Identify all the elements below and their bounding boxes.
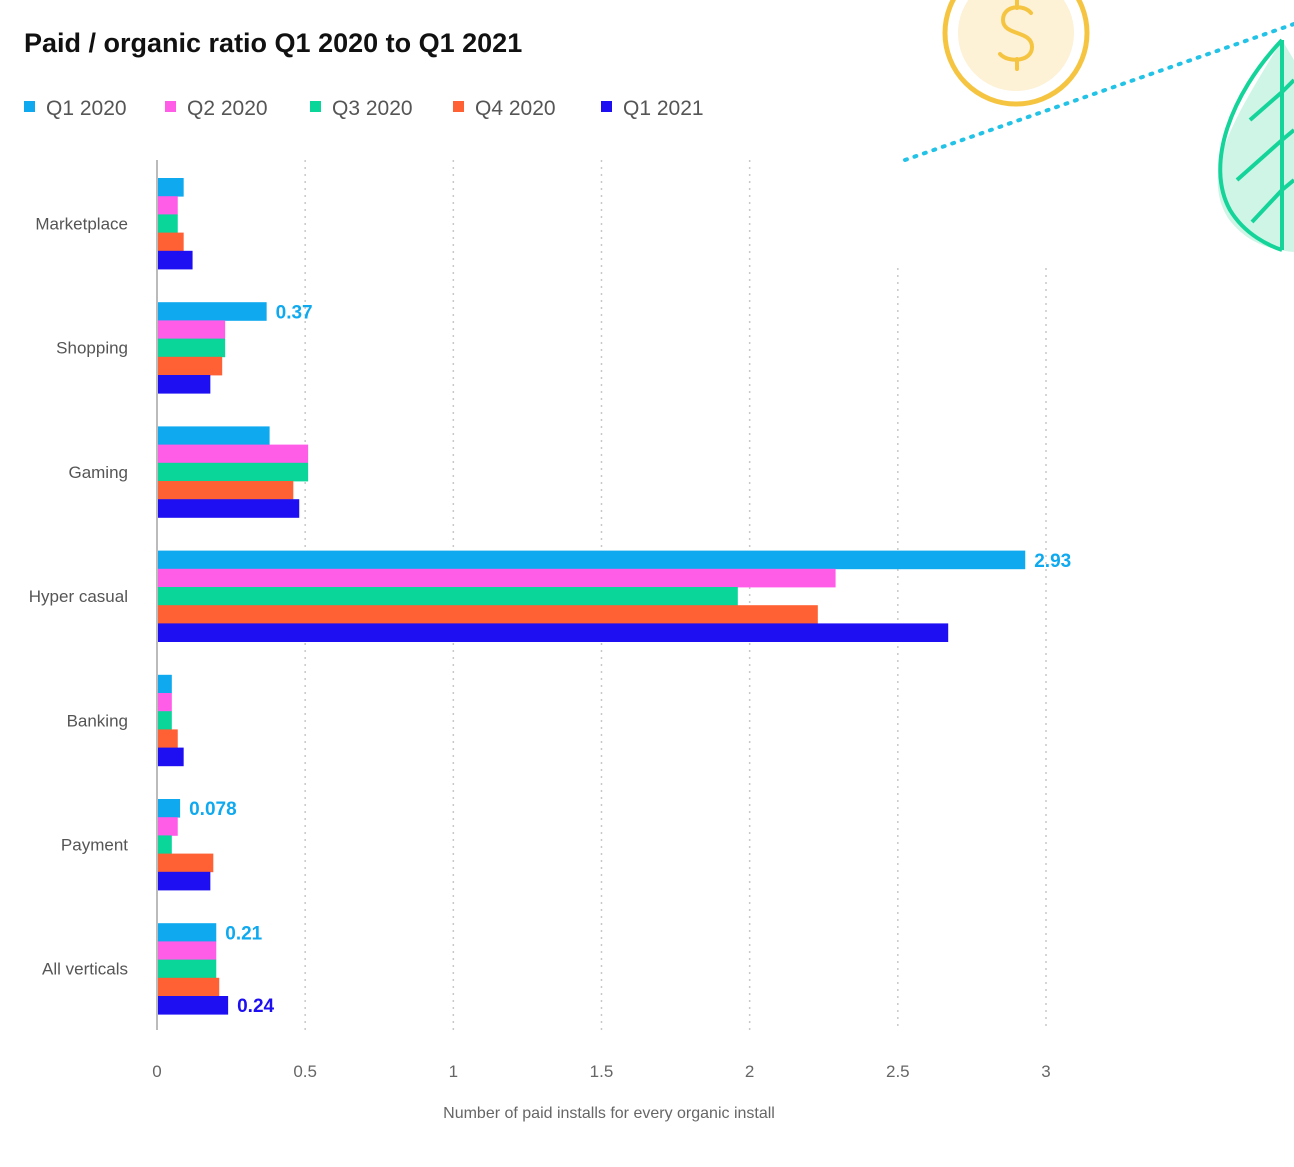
- bar-banking-q1-2021: [157, 747, 184, 767]
- bar-group-banking: [157, 674, 184, 767]
- bar-payment-q3-2020: [157, 835, 172, 854]
- bar-all-verticals-q1-2020: [157, 923, 217, 942]
- legend: Q1 2020 Q2 2020 Q3 2020 Q4 2020 Q1 2021: [24, 97, 704, 120]
- x-tick-2-5: 2.5: [886, 1062, 910, 1081]
- legend-item-q1-2020: Q1 2020: [24, 97, 127, 120]
- leaf-icon: [1217, 38, 1294, 252]
- bar-gaming-q3-2020: [157, 462, 309, 482]
- legend-label: Q1 2020: [46, 97, 127, 120]
- category-label-gaming: Gaming: [68, 463, 128, 482]
- bar-payment-q1-2021: [157, 871, 211, 891]
- x-tick-0: 0: [152, 1062, 161, 1081]
- category-label-hyper-casual: Hyper casual: [29, 587, 128, 606]
- bar-hyper-casual-q2-2020: [157, 568, 836, 588]
- data-label-payment-q1-2020: 0.078: [189, 799, 237, 820]
- legend-item-q4-2020: Q4 2020: [453, 97, 556, 120]
- category-labels: Marketplace Shopping Gaming Hyper casual Ban…: [29, 215, 128, 979]
- legend-swatch: [165, 101, 176, 112]
- x-axis-title: Number of paid installs for every organi…: [443, 1105, 775, 1122]
- legend-item-q3-2020: Q3 2020: [310, 97, 413, 120]
- bar-group-marketplace: [157, 178, 193, 270]
- bar-all-verticals-q3-2020: [157, 959, 217, 979]
- bar-marketplace-q1-2020: [157, 178, 184, 197]
- bar-hyper-casual-q1-2020: [157, 550, 1026, 570]
- legend-label: Q3 2020: [332, 97, 413, 120]
- category-label-all-verticals: All verticals: [42, 960, 128, 979]
- bar-marketplace-q3-2020: [157, 214, 178, 233]
- legend-swatch: [310, 101, 321, 112]
- x-tick-labels: 0 0.5 1 1.5 2 2.5 3: [152, 1062, 1050, 1081]
- bar-group-shopping: [157, 302, 267, 394]
- bar-payment-q4-2020: [157, 853, 214, 873]
- bar-all-verticals-q1-2021: [157, 996, 229, 1015]
- bar-group-all-verticals: [157, 923, 229, 1015]
- bar-shopping-q1-2020: [157, 302, 267, 321]
- bar-banking-q3-2020: [157, 711, 172, 730]
- bar-group-gaming: [157, 426, 309, 518]
- bar-hyper-casual-q1-2021: [157, 623, 949, 642]
- legend-swatch: [24, 101, 35, 112]
- legend-label: Q4 2020: [475, 97, 556, 120]
- category-label-banking: Banking: [67, 711, 128, 730]
- x-tick-3: 3: [1041, 1062, 1050, 1081]
- bar-hyper-casual-q4-2020: [157, 605, 818, 624]
- legend-swatch: [601, 101, 612, 112]
- decorative-dotted-line: [903, 22, 1294, 162]
- data-labels: 0.37 2.93 0.078 0.21 0.24: [189, 302, 1071, 1017]
- data-label-hyper-casual-q1-2020: 2.93: [1034, 551, 1071, 572]
- x-tick-1-5: 1.5: [590, 1062, 614, 1081]
- bar-marketplace-q2-2020: [157, 196, 178, 215]
- bar-payment-q1-2020: [157, 799, 181, 818]
- bar-shopping-q1-2021: [157, 375, 211, 394]
- bar-shopping-q4-2020: [157, 356, 223, 376]
- bar-shopping-q2-2020: [157, 320, 226, 339]
- legend-item-q1-2021: Q1 2021: [601, 97, 704, 120]
- category-label-marketplace: Marketplace: [35, 215, 128, 234]
- bars: [157, 178, 1026, 1015]
- data-label-all-verticals-q1-2020: 0.21: [225, 923, 262, 944]
- bar-marketplace-q4-2020: [157, 232, 184, 252]
- x-tick-0-5: 0.5: [293, 1062, 317, 1081]
- legend-label: Q2 2020: [187, 97, 268, 120]
- bar-gaming-q4-2020: [157, 481, 294, 500]
- x-tick-2: 2: [745, 1062, 754, 1081]
- coin-dollar-icon: [942, 0, 1090, 107]
- data-label-all-verticals-q1-2021: 0.24: [237, 996, 274, 1017]
- bar-marketplace-q1-2021: [157, 250, 193, 270]
- legend-item-q2-2020: Q2 2020: [165, 97, 268, 120]
- bar-banking-q2-2020: [157, 693, 172, 712]
- bar-gaming-q1-2020: [157, 426, 270, 445]
- x-tick-1: 1: [449, 1062, 458, 1081]
- bar-banking-q1-2020: [157, 674, 172, 694]
- legend-label: Q1 2021: [623, 97, 704, 120]
- bar-gaming-q1-2021: [157, 499, 300, 518]
- bar-shopping-q3-2020: [157, 338, 226, 358]
- category-label-shopping: Shopping: [56, 339, 128, 358]
- bar-group-hyper-casual: [157, 550, 1026, 642]
- legend-swatch: [453, 101, 464, 112]
- bar-banking-q4-2020: [157, 729, 178, 748]
- bar-gaming-q2-2020: [157, 444, 309, 464]
- bar-hyper-casual-q3-2020: [157, 587, 738, 606]
- bar-all-verticals-q2-2020: [157, 941, 217, 960]
- bar-group-payment: [157, 799, 214, 891]
- bar-payment-q2-2020: [157, 817, 178, 836]
- category-label-payment: Payment: [61, 836, 128, 855]
- data-label-shopping-q1-2020: 0.37: [276, 302, 313, 323]
- bar-all-verticals-q4-2020: [157, 977, 220, 997]
- chart-title: Paid / organic ratio Q1 2020 to Q1 2021: [24, 28, 522, 58]
